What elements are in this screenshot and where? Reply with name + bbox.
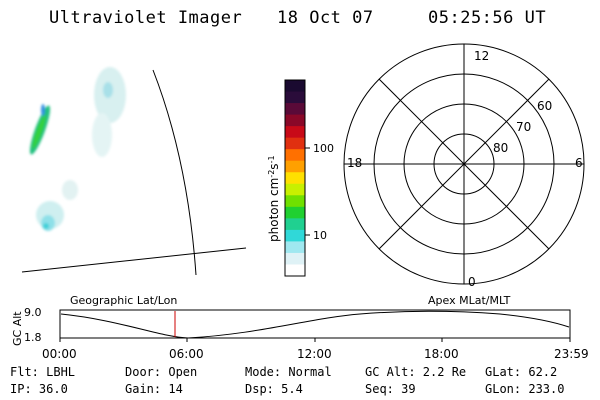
xtick-1200: 12:00 [297,347,332,361]
filter-info: Flt: LBHL [10,365,76,379]
lat-label-70: 70 [516,120,531,134]
gc-alt-ylabel: GC Alt [11,311,24,346]
colorbar-tick-100: 100 [313,142,334,155]
glon-info: GLon: 233.0 [485,382,565,396]
door-info: Door: Open [125,365,198,379]
colorbar-segment [285,206,305,219]
colorbar-segment [285,91,305,104]
colorbar-segment [285,80,305,93]
colorbar-segment [285,264,305,277]
colorbar-segment [285,218,305,231]
mlt-label-0: 0 [468,275,476,289]
colorbar-segment [285,114,305,127]
uvi-geographic-image [21,67,247,276]
xtick-1800: 18:00 [424,347,459,361]
gc-alt-ytick-top: 9.0 [24,306,42,319]
lat-label-60: 60 [537,99,552,113]
colorbar-segment [285,183,305,196]
polar-mlt-plot: 12 18 6 0 60 70 80 [343,43,585,289]
mlt-label-18: 18 [347,156,362,170]
seq-info: Seq: 39 [365,382,416,396]
colorbar-segment [285,103,305,116]
colorbar-tick-10: 10 [313,229,327,242]
mlt-label-12: 12 [474,49,489,63]
lat-label-80: 80 [493,141,508,155]
colorbar-unit-label: photon cm-2s-1 [267,155,281,242]
colorbar-segment [285,229,305,242]
gc-alt-title-left: Geographic Lat/Lon [70,294,177,307]
gain-info: Gain: 14 [125,382,183,396]
colorbar-segment [285,160,305,173]
gc-alt-ytick-bottom: 1.8 [24,331,42,344]
xtick-2359: 23:59 [554,347,589,361]
time-label: 05:25:56 UT [428,8,547,28]
xtick-0600: 06:00 [169,347,204,361]
colorbar-segment [285,137,305,150]
mlt-label-6: 6 [575,156,583,170]
gc-alt-info: GC Alt: 2.2 Re [365,365,467,379]
colorbar-segment [285,195,305,208]
colorbar-segment [285,252,305,265]
glat-info: GLat: 62.2 [485,365,558,379]
colorbar-segment [285,149,305,162]
colorbar: 100 10 photon cm-2s-1 [267,79,334,277]
colorbar-segment [285,172,305,185]
colorbar-segment [285,241,305,254]
xtick-0000: 00:00 [42,347,77,361]
instrument-title: Ultraviolet Imager [49,8,243,28]
mode-info: Mode: Normal [245,365,332,379]
ip-info: IP: 36.0 [10,382,68,396]
auroral-emission [29,67,126,231]
gc-alt-title-right: Apex MLat/MLT [428,294,511,307]
dsp-info: Dsp: 5.4 [245,382,303,396]
gc-alt-plot: Geographic Lat/Lon Apex MLat/MLT GC Alt … [11,294,589,361]
colorbar-segment [285,126,305,139]
date-label: 18 Oct 07 [277,8,374,28]
